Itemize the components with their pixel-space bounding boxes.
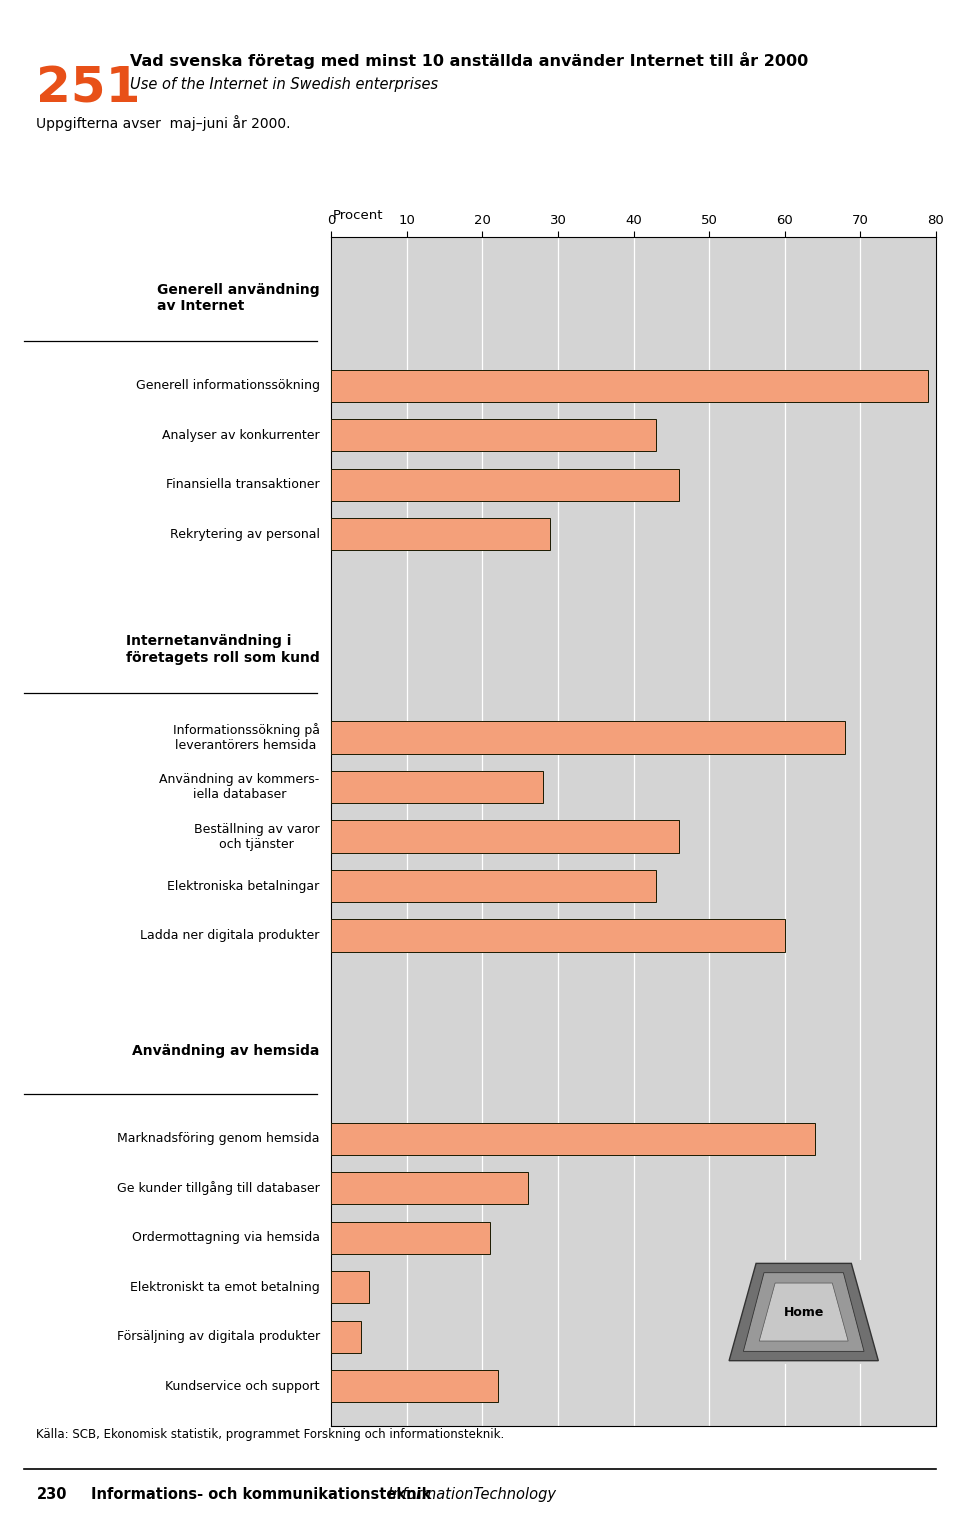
- Text: Ladda ner digitala produkter: Ladda ner digitala produkter: [140, 929, 320, 942]
- Text: Källa: SCB, Ekonomisk statistik, programmet Forskning och informationsteknik.: Källa: SCB, Ekonomisk statistik, program…: [36, 1429, 505, 1441]
- Text: Användning av kommers-
iella databaser: Användning av kommers- iella databaser: [159, 773, 320, 802]
- Text: Uppgifterna avser  maj–juni år 2000.: Uppgifterna avser maj–juni år 2000.: [36, 115, 291, 130]
- Bar: [331, 519, 550, 551]
- Text: Beställning av varor
och tjänster: Beställning av varor och tjänster: [194, 823, 320, 851]
- Text: Procent: Procent: [333, 210, 384, 222]
- Text: 251: 251: [36, 64, 141, 112]
- Text: Marknadsföring genom hemsida: Marknadsföring genom hemsida: [117, 1132, 320, 1144]
- Text: Rekrytering av personal: Rekrytering av personal: [170, 528, 320, 540]
- Bar: [331, 721, 845, 754]
- Text: Internetanvändning i
företagets roll som kund: Internetanvändning i företagets roll som…: [126, 635, 320, 664]
- Text: Ge kunder tillgång till databaser: Ge kunder tillgång till databaser: [117, 1181, 320, 1195]
- Polygon shape: [729, 1264, 878, 1360]
- Bar: [331, 871, 657, 903]
- Text: Generell användning
av Internet: Generell användning av Internet: [157, 283, 320, 312]
- Bar: [331, 1172, 528, 1204]
- Bar: [331, 820, 679, 852]
- Text: Home: Home: [783, 1305, 824, 1319]
- Polygon shape: [743, 1273, 864, 1351]
- Bar: [331, 1221, 490, 1253]
- Text: Generell informationssökning: Generell informationssökning: [135, 379, 320, 392]
- Text: Elektroniskt ta emot betalning: Elektroniskt ta emot betalning: [130, 1281, 320, 1294]
- Bar: [331, 1371, 497, 1403]
- Bar: [331, 1271, 369, 1304]
- Bar: [331, 1123, 815, 1155]
- Bar: [331, 1320, 361, 1353]
- Text: Vad svenska företag med minst 10 anställda använder Internet till år 2000: Vad svenska företag med minst 10 anställ…: [130, 52, 808, 69]
- Text: Analyser av konkurrenter: Analyser av konkurrenter: [162, 428, 320, 442]
- Bar: [331, 771, 543, 803]
- Text: Kundservice och support: Kundservice och support: [165, 1380, 320, 1392]
- Text: 230: 230: [36, 1487, 67, 1502]
- Polygon shape: [759, 1284, 848, 1340]
- Text: Informations- och kommunikationsteknik: Informations- och kommunikationsteknik: [91, 1487, 432, 1502]
- Text: InformationTechnology: InformationTechnology: [379, 1487, 556, 1502]
- Text: Use of the Internet in Swedish enterprises: Use of the Internet in Swedish enterpris…: [130, 76, 438, 92]
- Text: Användning av hemsida: Användning av hemsida: [132, 1043, 320, 1057]
- Text: Informationssökning på
leverantörers hemsida: Informationssökning på leverantörers hem…: [173, 724, 320, 751]
- Bar: [331, 920, 784, 952]
- Text: Elektroniska betalningar: Elektroniska betalningar: [167, 880, 320, 892]
- Text: Ordermottagning via hemsida: Ordermottagning via hemsida: [132, 1232, 320, 1244]
- Text: Finansiella transaktioner: Finansiella transaktioner: [166, 479, 320, 491]
- Text: Försäljning av digitala produkter: Försäljning av digitala produkter: [116, 1330, 320, 1343]
- Bar: [331, 468, 679, 500]
- Bar: [331, 419, 657, 451]
- Bar: [331, 370, 928, 402]
